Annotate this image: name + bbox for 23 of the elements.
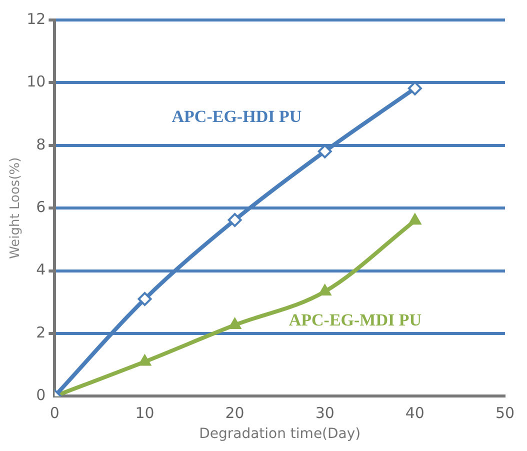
point xyxy=(408,213,422,225)
y-tick-label: 10 xyxy=(26,72,46,91)
y-tick-label: 12 xyxy=(26,10,46,28)
y-tick-label: 4 xyxy=(36,260,46,279)
x-tick-label: 40 xyxy=(405,404,424,422)
point xyxy=(228,318,242,330)
x-tick-label: 30 xyxy=(315,404,334,422)
point xyxy=(318,284,332,296)
x-axis-title: Degradation time(Day) xyxy=(199,426,361,442)
y-tick-label: 0 xyxy=(36,386,46,404)
x-tick-label: 10 xyxy=(135,404,154,422)
x-tick-label: 50 xyxy=(495,404,515,422)
series-label: APC-EG-HDI PU xyxy=(172,107,302,126)
y-axis-title: Weight Loos(%) xyxy=(8,157,24,259)
point xyxy=(228,213,242,228)
point xyxy=(408,81,422,96)
x-tick-label: 0 xyxy=(50,404,60,422)
point xyxy=(138,354,152,366)
series-label: APC-EG-MDI PU xyxy=(288,310,422,330)
x-tick-label: 20 xyxy=(225,404,244,422)
y-tick-label: 8 xyxy=(36,135,46,154)
y-tick-label: 2 xyxy=(36,323,46,342)
y-tick-label: 6 xyxy=(36,198,46,216)
